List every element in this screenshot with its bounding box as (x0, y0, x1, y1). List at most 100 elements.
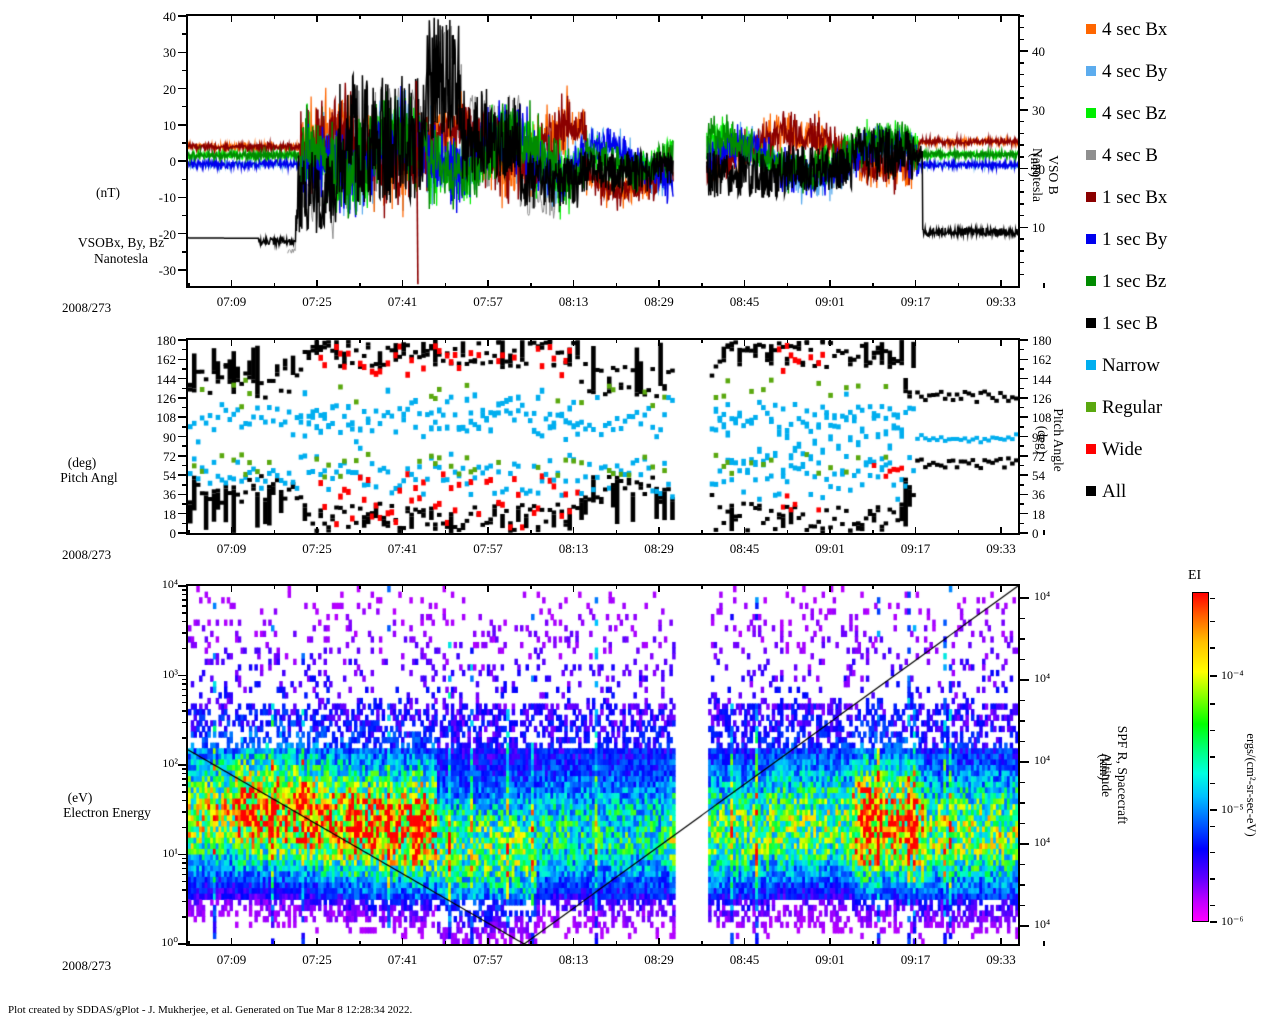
legend-item-wide[interactable]: Wide (1086, 428, 1276, 470)
panel2-x-tick-major (914, 527, 917, 535)
panel1-x-tick-major-top (572, 14, 575, 22)
legend-label: All (1102, 480, 1127, 502)
panel1-y-left-minor-tick (182, 105, 186, 108)
panel1-x-tick-major-top (829, 14, 831, 22)
legend-label: Narrow (1102, 354, 1161, 376)
panel3-y-left-minor-tick (182, 768, 186, 770)
panel2-y-left-minor-tick (182, 426, 186, 428)
panel2-y-left-minor-tick (182, 348, 186, 351)
panel2-y-left-minor-tick (182, 368, 186, 370)
panel2-y-right-label: 126 (1032, 390, 1052, 406)
panel1-y-right-tick (1020, 109, 1028, 111)
panel3-x-tick-major (829, 938, 831, 946)
panel2-y-left-tick (178, 493, 186, 496)
legend-item-all[interactable]: All (1086, 470, 1276, 512)
panel1-y-left-minor-tick (182, 251, 186, 253)
panel3-y-right-tick (1020, 597, 1029, 599)
panel3-y-left-minor-tick (182, 599, 186, 601)
panel3-x-tick-minor (615, 941, 617, 946)
panel3-x-label: 07:09 (216, 952, 247, 967)
panel1-x-tick-major-top (487, 14, 489, 22)
panel2-y-left-label: 36 (163, 487, 176, 503)
legend-item-4-sec-bx[interactable]: 4 sec Bx (1086, 8, 1276, 50)
panel3-x-tick-minor (786, 941, 788, 946)
panel2-x-label: 08:13 (558, 541, 589, 556)
panel1-y-right-minor-tick (1020, 120, 1024, 123)
panel3-date-label: 2008/273 (62, 958, 112, 973)
panel1-y-right-tick (1020, 50, 1028, 52)
panel2-x-tick-minor (444, 530, 446, 535)
panel2-y-right-tick (1020, 474, 1028, 476)
legend-item-1-sec-b[interactable]: 1 sec B (1086, 302, 1276, 344)
legend-swatch-icon (1086, 234, 1096, 244)
panel2-x-tick-minor-top (359, 338, 361, 343)
panel3-x-tick-major (914, 938, 917, 946)
colorbar-tick-label: 10⁻⁵ (1221, 801, 1244, 816)
legend-item-4-sec-b[interactable]: 4 sec B (1086, 134, 1276, 176)
panel2-x-tick-minor (1043, 530, 1045, 535)
panel2-x-tick-minor (615, 530, 617, 535)
panel2-y-left-minor-tick (182, 445, 186, 447)
panel1-y-left-minor-tick (182, 69, 186, 72)
panel3-x-label: 08:13 (558, 952, 589, 967)
legend-item-1-sec-by[interactable]: 1 sec By (1086, 218, 1276, 260)
panel1-x-tick-minor (359, 283, 361, 288)
legend-item-narrow[interactable]: Narrow (1086, 344, 1276, 386)
panel1-y-right-minor-tick (1020, 238, 1024, 240)
panel1-y-right-minor-tick (1020, 214, 1024, 217)
panel1-y-left-tick (178, 51, 186, 54)
legend-item-4-sec-by[interactable]: 4 sec By (1086, 50, 1276, 92)
legend-label: 4 sec B (1102, 144, 1158, 166)
panel3-x-tick-minor (188, 941, 190, 946)
panel3-x-tick-major-top (914, 584, 917, 592)
panel1-x-tick-minor-top (530, 14, 532, 19)
panel1-x-tick-minor-top (444, 14, 446, 19)
panel2-x-label: 07:41 (387, 541, 418, 556)
panel3-y-right-minor-tick (1020, 904, 1025, 907)
panel3-x-tick-major (230, 938, 233, 946)
panel1-x-tick-major-top (230, 14, 233, 22)
panel3-x-tick-major-top (1000, 584, 1002, 592)
panel2-x-tick-major (487, 527, 489, 535)
legend-item-1-sec-bx[interactable]: 1 sec Bx (1086, 176, 1276, 218)
panel2-y-right-minor-tick (1020, 426, 1024, 428)
panel3-y-right-minor-tick (1020, 884, 1025, 886)
panel3-y-left-label: 10² (162, 756, 178, 770)
panel2-x-tick-major-top (743, 338, 746, 346)
panel2-y-left-tick (178, 455, 186, 457)
panel3-y-left-minor-tick (182, 694, 186, 697)
panel2-x-tick-major (572, 527, 575, 535)
colorbar-unit-label: ergs/(cm²-sr-sec-eV) (1244, 733, 1258, 837)
legend-item-regular[interactable]: Regular (1086, 386, 1276, 428)
legend-label: 1 sec Bz (1102, 270, 1167, 292)
panel2-y-left-label: 54 (163, 468, 176, 484)
panel2-date-label: 2008/273 (62, 547, 112, 562)
panel1-x-label: 09:33 (986, 294, 1016, 309)
colorbar (1192, 592, 1209, 922)
panel3-x-tick-minor-top (359, 584, 361, 589)
legend-label: 1 sec B (1102, 312, 1158, 334)
legend-swatch-icon (1086, 444, 1096, 454)
panel3-y-left-minor-tick (182, 889, 186, 891)
panel3-y-left-label: 10³ (162, 666, 178, 681)
legend-label: 4 sec By (1102, 60, 1168, 82)
panel3-x-tick-minor-top (701, 584, 703, 589)
panel2-y-right-label: 144 (1032, 371, 1052, 387)
panel3-y-left-minor-tick (182, 811, 186, 813)
panel3-x-tick-major-top (743, 584, 746, 592)
panel2-x-tick-major-top (401, 338, 404, 346)
panel2-y-right-minor-tick (1020, 387, 1024, 389)
legend-item-1-sec-bz[interactable]: 1 sec Bz (1086, 260, 1276, 302)
panel1-x-tick-major (487, 280, 489, 288)
panel2-x-tick-minor-top (530, 338, 532, 343)
panel1-y-right-minor-tick (1020, 73, 1024, 76)
panel3-x-tick-minor-top (872, 584, 874, 589)
panel1-y-right-label: 20 (1032, 161, 1045, 177)
panel3-y-right-label: 10⁴ (1034, 917, 1051, 931)
panel3-x-tick-minor (1043, 941, 1045, 946)
colorbar-minor-tick (1210, 756, 1215, 758)
panel1-y-left-tick (178, 87, 186, 90)
panel1-left-axis-title: VSOBx, By, Bz Nanotesla (77, 235, 165, 266)
panel1-x-tick-major-top (1000, 14, 1002, 22)
legend-item-4-sec-bz[interactable]: 4 sec Bz (1086, 92, 1276, 134)
